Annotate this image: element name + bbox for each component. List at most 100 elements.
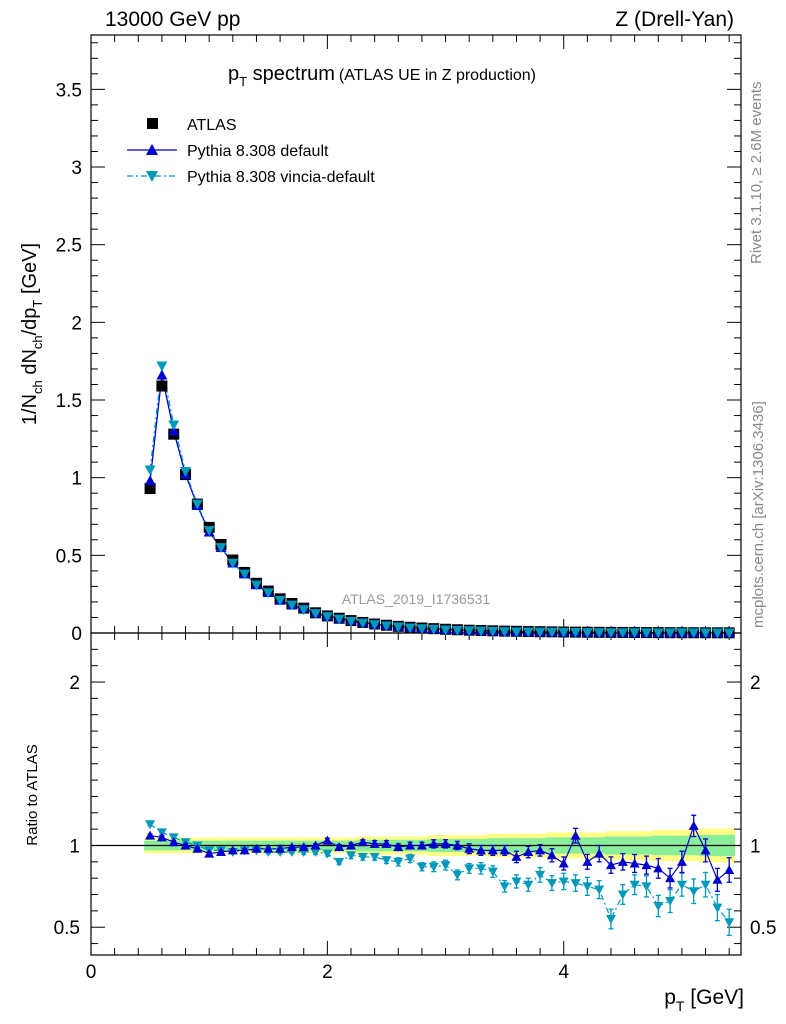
ratio-point-default — [275, 843, 286, 853]
ratio-y-tick-label-right: 2 — [750, 673, 761, 694]
header-right: Z (Drell-Yan) — [615, 8, 734, 31]
ratio-point-default — [251, 843, 262, 853]
ratio-point-vincia — [357, 852, 368, 862]
ratio-point-default — [724, 865, 735, 875]
legend-marker-vincia — [146, 171, 158, 182]
plot-title: pT spectrum (ATLAS UE in Z production) — [228, 63, 536, 89]
data-point-vincia — [487, 626, 499, 637]
data-point-vincia — [534, 627, 546, 638]
ratio-point-default — [346, 840, 356, 850]
data-point-vincia — [180, 467, 192, 477]
data-point-vincia — [333, 614, 345, 625]
ratio-point-default — [594, 848, 605, 858]
main-y-tick-label: 3 — [71, 158, 82, 179]
xlabel: pT [GeV] — [664, 986, 744, 1014]
ratio-point-default — [334, 842, 345, 852]
data-point-vincia — [404, 623, 416, 634]
data-point-vincia — [215, 543, 227, 554]
ratio-point-vincia — [428, 862, 439, 872]
ratio-point-vincia — [499, 882, 510, 892]
data-point-vincia — [711, 628, 723, 639]
plot-title-paren: (ATLAS UE in Z production) — [339, 67, 536, 84]
data-point-vincia — [298, 605, 310, 616]
data-point-vincia — [570, 627, 582, 638]
ratio-point-default — [712, 874, 723, 884]
data-point-vincia — [676, 628, 688, 639]
data-point-vincia — [475, 626, 487, 637]
data-point-vincia — [156, 361, 168, 372]
ratio-point-default — [558, 858, 569, 868]
ratio-point-default — [665, 873, 676, 883]
ratio-point-default — [487, 845, 498, 855]
main-y-tick-label: 3.5 — [56, 80, 82, 101]
ratio-point-default — [263, 843, 274, 853]
ratio-point-default — [381, 838, 392, 848]
data-point-vincia — [652, 628, 664, 639]
main-ylabel: 1/Nch dNch/dpT [GeV] — [19, 243, 45, 425]
x-tick-label: 4 — [558, 962, 569, 983]
main-y-tick-label: 0.5 — [56, 546, 82, 567]
data-point-vincia — [310, 609, 322, 620]
ratio-point-default — [582, 856, 593, 866]
legend-marker-atlas — [147, 118, 158, 129]
ratio-point-default — [440, 838, 451, 848]
ratio-point-vincia — [310, 848, 321, 858]
data-point-vincia — [700, 628, 712, 639]
ratio-point-default — [227, 845, 238, 855]
ratio-point-default — [216, 847, 226, 857]
data-point-vincia — [558, 627, 570, 638]
ratio-point-default — [546, 850, 557, 860]
ratio-point-default — [511, 851, 522, 861]
data-point-vincia — [688, 628, 700, 639]
ratio-point-vincia — [523, 880, 534, 890]
data-point-vincia — [416, 624, 428, 635]
ratio-point-default — [428, 838, 439, 848]
ratio-point-default — [570, 830, 581, 840]
main-y-tick-label: 1.5 — [56, 391, 82, 412]
ratio-y-tick-label-right: 0.5 — [750, 918, 776, 939]
data-point-vincia — [227, 558, 239, 569]
ratio-point-vincia — [641, 882, 652, 892]
ratio-point-vincia — [546, 879, 557, 889]
ratio-y-tick-label: 0.5 — [54, 918, 80, 939]
data-point-vincia — [510, 627, 522, 638]
ratio-point-vincia — [346, 851, 356, 861]
ratio-point-default — [653, 863, 664, 873]
ratio-point-default — [180, 840, 191, 850]
data-point-vincia — [321, 612, 333, 623]
plot-title-rest: spectrum — [247, 63, 335, 85]
data-point-vincia — [168, 420, 180, 431]
ratio-point-default — [606, 860, 616, 870]
ratio-point-vincia — [665, 897, 676, 907]
data-point-vincia — [629, 628, 641, 639]
ratio-point-default — [416, 840, 427, 850]
data-point-vincia — [345, 616, 357, 627]
ratio-y-tick-label: 2 — [69, 673, 80, 694]
ratio-point-default — [298, 842, 309, 852]
ratio-point-vincia — [476, 864, 486, 874]
data-point-vincia — [203, 526, 215, 536]
data-point-vincia — [380, 621, 392, 632]
side-label-rivet: Rivet 3.1.10, ≥ 2.6M events — [748, 82, 765, 265]
data-point-vincia — [664, 628, 676, 639]
ratio-point-vincia — [688, 887, 699, 897]
legend-label-default: Pythia 8.308 default — [187, 143, 329, 160]
data-point-vincia — [499, 627, 511, 638]
ratio-point-default — [452, 840, 463, 850]
data-point-vincia — [546, 627, 558, 638]
ratio-plot-frame — [90, 632, 742, 956]
ratio-point-default — [688, 820, 699, 830]
ratio-point-default — [464, 843, 475, 853]
data-point-vincia — [522, 627, 534, 638]
ratio-point-vincia — [570, 879, 581, 889]
data-point-vincia — [451, 625, 463, 636]
ratio-point-default — [393, 842, 404, 852]
main-y-tick-label: 0 — [71, 624, 82, 645]
main-y-tick-label: 2 — [71, 313, 82, 334]
ratio-point-vincia — [145, 820, 156, 830]
data-point-default — [144, 475, 156, 486]
ratio-point-default — [239, 845, 250, 855]
data-point-vincia — [250, 580, 262, 591]
ratio-point-default — [476, 845, 486, 855]
data-point-atlas — [144, 483, 156, 495]
